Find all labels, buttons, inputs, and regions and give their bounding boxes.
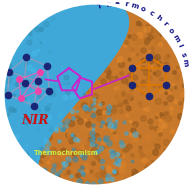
Text: r: r bbox=[162, 20, 169, 27]
Text: m: m bbox=[181, 59, 188, 67]
Text: h: h bbox=[105, 1, 111, 8]
Text: c: c bbox=[148, 9, 155, 17]
Circle shape bbox=[3, 3, 186, 186]
Text: h: h bbox=[155, 14, 163, 22]
Text: r: r bbox=[124, 1, 128, 8]
Text: o: o bbox=[140, 5, 147, 13]
Text: m: m bbox=[172, 33, 180, 43]
Text: o: o bbox=[167, 27, 175, 34]
Text: T: T bbox=[96, 3, 103, 10]
Text: NIR: NIR bbox=[22, 114, 49, 127]
Text: Thermochromism: Thermochromism bbox=[34, 150, 99, 156]
Text: m: m bbox=[130, 2, 139, 10]
Text: s: s bbox=[179, 51, 186, 57]
Text: i: i bbox=[177, 43, 183, 48]
Text: e: e bbox=[115, 1, 120, 7]
Polygon shape bbox=[3, 3, 129, 186]
Circle shape bbox=[44, 62, 61, 79]
